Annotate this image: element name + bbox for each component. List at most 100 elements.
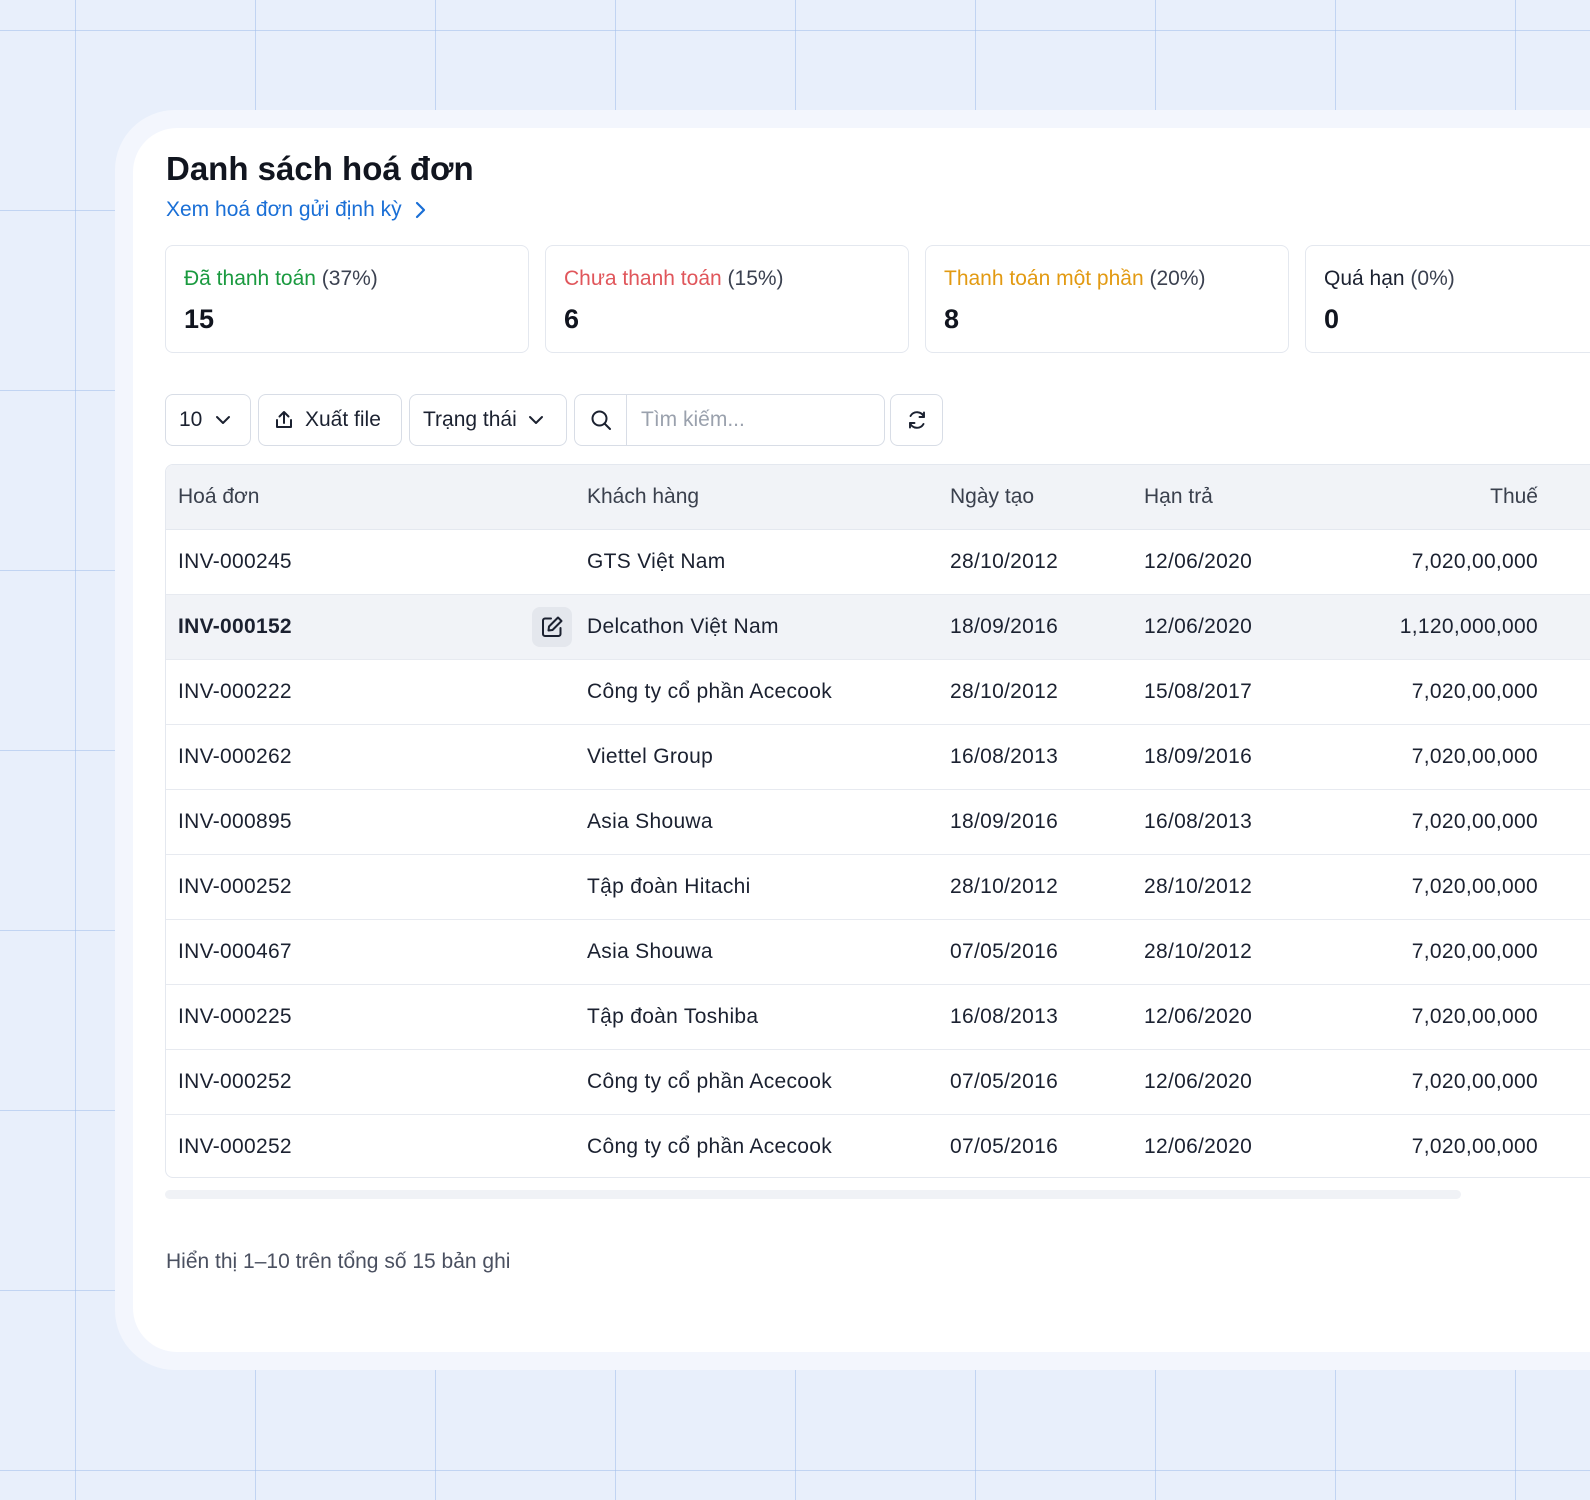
invoice-id-cell[interactable]: INV-000245 bbox=[166, 529, 587, 595]
column-header-due-date[interactable]: Hạn trả bbox=[1144, 465, 1344, 530]
invoice-id-cell[interactable]: INV-000252 bbox=[166, 1049, 587, 1115]
invoice-id-text: INV-000152 bbox=[178, 615, 292, 638]
invoice-id-cell[interactable]: INV-000252 bbox=[166, 1114, 587, 1177]
recurring-invoices-link-label: Xem hoá đơn gửi định kỳ bbox=[166, 198, 402, 221]
customer-cell: Asia Shouwa bbox=[587, 789, 950, 855]
created-date-cell: 28/10/2012 bbox=[950, 529, 1144, 595]
export-file-button[interactable]: Xuất file bbox=[258, 394, 402, 446]
tax-cell: 7,020,00,000 bbox=[1344, 789, 1546, 855]
due-date-cell: 12/06/2020 bbox=[1144, 529, 1344, 595]
customer-cell: Delcathon Việt Nam bbox=[587, 594, 950, 660]
invoice-id-cell[interactable]: INV-000222 bbox=[166, 659, 587, 725]
created-date-cell: 07/05/2016 bbox=[950, 1114, 1144, 1177]
chevron-right-icon bbox=[415, 201, 425, 219]
due-date-cell: 16/08/2013 bbox=[1144, 789, 1344, 855]
search-box[interactable] bbox=[574, 394, 885, 446]
upload-icon bbox=[276, 411, 292, 428]
stat-value-unpaid: 6 bbox=[564, 304, 580, 334]
recurring-invoices-link[interactable]: Xem hoá đơn gửi định kỳ bbox=[166, 198, 428, 222]
due-date-cell: 12/06/2020 bbox=[1144, 1114, 1344, 1177]
invoice-id-cell[interactable]: INV-000262 bbox=[166, 724, 587, 790]
stat-label-paid: Đã thanh toán bbox=[184, 267, 316, 290]
status-filter-label: Trạng thái bbox=[423, 408, 517, 431]
invoice-list-card: Danh sách hoá đơn Xem hoá đơn gửi định k… bbox=[133, 128, 1590, 1352]
table-row[interactable]: INV-000222 Công ty cổ phần Acecook 28/10… bbox=[166, 659, 1590, 725]
edit-invoice-button[interactable] bbox=[532, 607, 572, 647]
invoice-id-cell[interactable]: INV-000467 bbox=[166, 919, 587, 985]
table-row[interactable]: INV-000225 Tập đoàn Toshiba 16/08/2013 1… bbox=[166, 984, 1590, 1050]
due-date-cell: 28/10/2012 bbox=[1144, 854, 1344, 920]
created-date-cell: 07/05/2016 bbox=[950, 919, 1144, 985]
customer-cell: Tập đoàn Toshiba bbox=[587, 984, 950, 1050]
edit-icon bbox=[542, 616, 563, 637]
horizontal-scrollbar[interactable] bbox=[165, 1190, 1461, 1199]
customer-cell: Công ty cổ phần Acecook bbox=[587, 1114, 950, 1177]
stat-card-partial[interactable]: Thanh toán một phần (20%) 8 bbox=[925, 245, 1289, 353]
search-icon bbox=[591, 410, 611, 430]
stat-label-overdue: Quá hạn bbox=[1324, 267, 1405, 290]
table-row-hovered[interactable]: INV-000152 Delcathon Việt Nam 18/09/2016… bbox=[166, 594, 1590, 660]
search-input[interactable] bbox=[627, 395, 877, 445]
stat-percent-partial: (20%) bbox=[1149, 267, 1206, 290]
stat-value-partial: 8 bbox=[944, 304, 960, 334]
table-row[interactable]: INV-000262 Viettel Group 16/08/2013 18/0… bbox=[166, 724, 1590, 790]
invoice-table: Hoá đơn Khách hàng Ngày tạo Hạn trả Thuế… bbox=[165, 464, 1590, 1178]
created-date-cell: 18/09/2016 bbox=[950, 594, 1144, 660]
column-header-invoice[interactable]: Hoá đơn bbox=[166, 465, 587, 530]
created-date-cell: 28/10/2012 bbox=[950, 659, 1144, 725]
status-filter-select[interactable]: Trạng thái bbox=[409, 394, 567, 446]
invoice-id-cell[interactable]: INV-000252 bbox=[166, 854, 587, 920]
customer-cell: Công ty cổ phần Acecook bbox=[587, 1049, 950, 1115]
chevron-down-icon bbox=[216, 416, 231, 424]
page-size-select[interactable]: 10 bbox=[165, 394, 251, 446]
export-file-label: Xuất file bbox=[305, 408, 381, 431]
customer-cell: Viettel Group bbox=[587, 724, 950, 790]
column-header-customer[interactable]: Khách hàng bbox=[587, 465, 950, 530]
tax-cell: 7,020,00,000 bbox=[1344, 984, 1546, 1050]
customer-cell: GTS Việt Nam bbox=[587, 529, 950, 595]
column-header-overflow bbox=[1546, 465, 1590, 530]
stat-percent-unpaid: (15%) bbox=[727, 267, 784, 290]
pagination-summary: Hiển thị 1–10 trên tổng số 15 bản ghi bbox=[166, 1250, 511, 1273]
due-date-cell: 18/09/2016 bbox=[1144, 724, 1344, 790]
invoice-id-cell[interactable]: INV-000225 bbox=[166, 984, 587, 1050]
stat-card-overdue[interactable]: Quá hạn (0%) 0 bbox=[1305, 245, 1590, 353]
created-date-cell: 28/10/2012 bbox=[950, 854, 1144, 920]
tax-cell: 7,020,00,000 bbox=[1344, 1049, 1546, 1115]
page-size-value: 10 bbox=[179, 408, 203, 431]
invoice-id-cell[interactable]: INV-000895 bbox=[166, 789, 587, 855]
tax-cell: 7,020,00,000 bbox=[1344, 1114, 1546, 1177]
tax-cell: 1,120,000,000 bbox=[1344, 594, 1546, 660]
stat-value-overdue: 0 bbox=[1324, 304, 1340, 334]
created-date-cell: 16/08/2013 bbox=[950, 984, 1144, 1050]
table-row[interactable]: INV-000252 Công ty cổ phần Acecook 07/05… bbox=[166, 1049, 1590, 1115]
table-row[interactable]: INV-000895 Asia Shouwa 18/09/2016 16/08/… bbox=[166, 789, 1590, 855]
customer-cell: Asia Shouwa bbox=[587, 919, 950, 985]
customer-cell: Tập đoàn Hitachi bbox=[587, 854, 950, 920]
search-button[interactable] bbox=[575, 395, 627, 445]
stat-percent-paid: (37%) bbox=[321, 267, 378, 290]
column-header-tax[interactable]: Thuế bbox=[1344, 465, 1546, 530]
tax-cell: 7,020,00,000 bbox=[1344, 529, 1546, 595]
stat-label-partial: Thanh toán một phần bbox=[944, 267, 1144, 290]
page-title: Danh sách hoá đơn bbox=[166, 150, 474, 187]
invoice-id-cell[interactable]: INV-000152 bbox=[166, 594, 587, 660]
created-date-cell: 18/09/2016 bbox=[950, 789, 1144, 855]
tax-cell: 7,020,00,000 bbox=[1344, 919, 1546, 985]
stat-card-paid[interactable]: Đã thanh toán (37%) 15 bbox=[165, 245, 529, 353]
table-row[interactable]: INV-000252 Công ty cổ phần Acecook 07/05… bbox=[166, 1114, 1590, 1177]
table-header-row: Hoá đơn Khách hàng Ngày tạo Hạn trả Thuế bbox=[166, 465, 1590, 530]
refresh-icon bbox=[908, 411, 925, 429]
refresh-button[interactable] bbox=[890, 394, 943, 446]
chevron-down-icon bbox=[528, 416, 543, 424]
table-row[interactable]: INV-000245 GTS Việt Nam 28/10/2012 12/06… bbox=[166, 529, 1590, 595]
due-date-cell: 12/06/2020 bbox=[1144, 984, 1344, 1050]
table-row[interactable]: INV-000467 Asia Shouwa 07/05/2016 28/10/… bbox=[166, 919, 1590, 985]
table-row[interactable]: INV-000252 Tập đoàn Hitachi 28/10/2012 2… bbox=[166, 854, 1590, 920]
stat-value-paid: 15 bbox=[184, 304, 215, 334]
tax-cell: 7,020,00,000 bbox=[1344, 659, 1546, 725]
stat-card-unpaid[interactable]: Chưa thanh toán (15%) 6 bbox=[545, 245, 909, 353]
due-date-cell: 12/06/2020 bbox=[1144, 594, 1344, 660]
column-header-created-date[interactable]: Ngày tạo bbox=[950, 465, 1144, 530]
due-date-cell: 28/10/2012 bbox=[1144, 919, 1344, 985]
